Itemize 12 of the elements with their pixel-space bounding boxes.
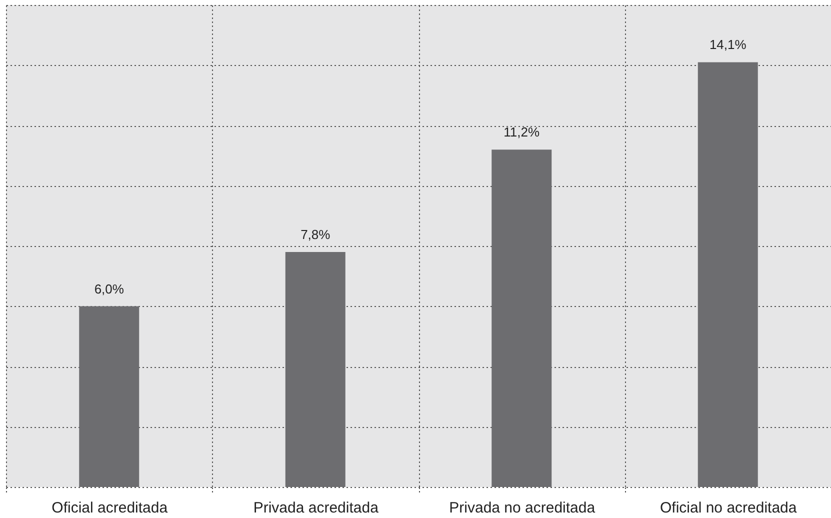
x-tick-label: Privada acreditada xyxy=(253,500,380,516)
bar xyxy=(698,62,758,487)
bar xyxy=(492,150,552,487)
data-label: 14,1% xyxy=(709,37,747,52)
x-tick-label: Oficial acreditada xyxy=(52,500,168,516)
data-label: 7,8% xyxy=(300,227,331,242)
x-tick-label: Oficial no acreditada xyxy=(660,500,798,516)
bar xyxy=(79,306,140,487)
data-label: 11,2% xyxy=(504,124,540,140)
data-label: 6,0% xyxy=(94,281,124,296)
x-tick-label: Privada no acreditada xyxy=(449,500,596,516)
bar xyxy=(285,252,346,487)
